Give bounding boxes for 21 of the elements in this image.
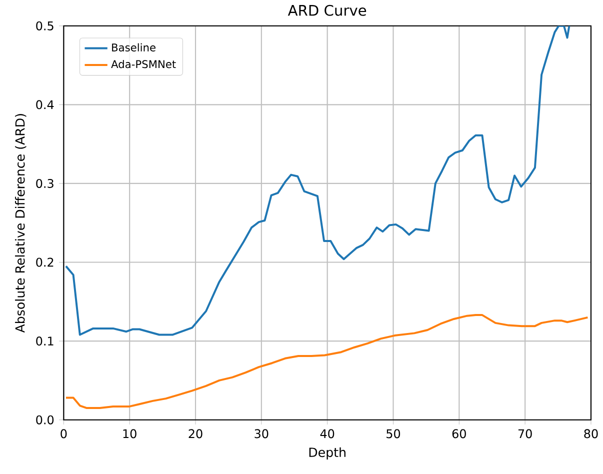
x-tick-label: 30 bbox=[254, 429, 268, 438]
y-tick-label: 0.4 bbox=[36, 100, 54, 110]
x-tick-label: 20 bbox=[188, 429, 202, 438]
y-tick-label: 0.1 bbox=[36, 336, 54, 346]
line-series bbox=[64, 314, 589, 410]
y-tick-label: 0.2 bbox=[36, 258, 54, 267]
x-tick-label: 80 bbox=[584, 429, 598, 438]
y-axis-title: Absolute Relative Difference (ARD) bbox=[15, 114, 26, 333]
x-tick-label: 50 bbox=[386, 429, 400, 438]
y-tick-label: 0.0 bbox=[36, 416, 54, 425]
legend-label: Ada-PSMNet bbox=[111, 60, 176, 68]
chart-title: ARD Curve bbox=[288, 5, 366, 16]
x-tick-label: 60 bbox=[452, 429, 466, 438]
x-tick-label: 40 bbox=[320, 429, 334, 438]
legend-label: Baseline bbox=[112, 43, 156, 52]
x-axis-title: Depth bbox=[309, 448, 346, 460]
y-tick-label: 0.5 bbox=[36, 22, 54, 31]
x-tick-label: 70 bbox=[518, 429, 532, 438]
x-tick-label: 10 bbox=[123, 429, 136, 438]
y-tick-label: 0.3 bbox=[36, 179, 54, 188]
x-tick-label: 0 bbox=[60, 429, 67, 438]
